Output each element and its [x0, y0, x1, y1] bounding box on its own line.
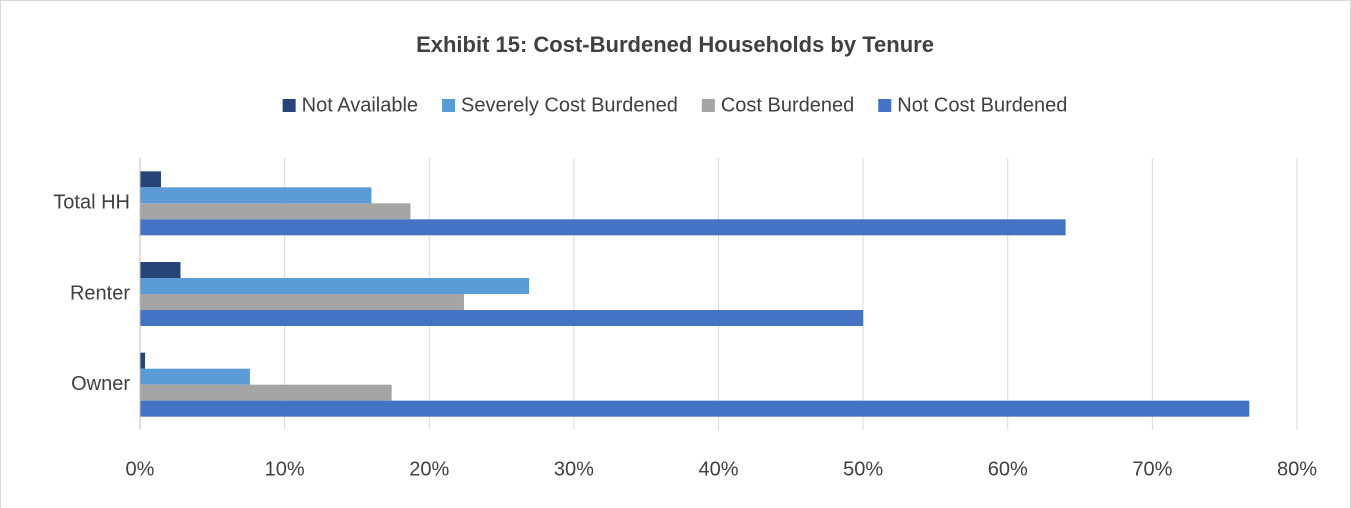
- bar: [140, 219, 1066, 236]
- legend-label: Cost Burdened: [721, 94, 854, 116]
- y-tick-label: Owner: [71, 373, 130, 395]
- x-tick-label: 60%: [988, 458, 1028, 480]
- bar: [140, 310, 864, 326]
- x-tick-label: 70%: [1132, 458, 1172, 480]
- y-tick-label: Renter: [70, 282, 130, 304]
- legend-swatch: [701, 99, 715, 112]
- bar: [140, 368, 250, 385]
- bar: [140, 384, 392, 401]
- x-tick-label: 40%: [698, 458, 738, 480]
- legend-swatch: [878, 99, 892, 112]
- bar: [140, 171, 161, 188]
- x-tick-label: 0%: [126, 458, 155, 480]
- x-tick-label: 80%: [1277, 458, 1317, 480]
- x-tick-label: 50%: [843, 458, 883, 480]
- y-tick-label: Total HH: [53, 192, 130, 214]
- bar: [140, 278, 530, 294]
- legend-label: Not Cost Burdened: [897, 94, 1067, 116]
- legend-label: Severely Cost Burdened: [461, 94, 678, 116]
- bar: [140, 203, 411, 220]
- x-tick-label: 10%: [265, 458, 305, 480]
- x-tick-label: 30%: [554, 458, 594, 480]
- legend-label: Not Available: [302, 94, 418, 116]
- legend-swatch: [442, 99, 456, 112]
- bar: [140, 400, 1250, 417]
- x-tick-label: 20%: [409, 458, 449, 480]
- bar: [140, 352, 146, 369]
- bar: [140, 187, 372, 204]
- legend-swatch: [282, 99, 296, 112]
- bar: [140, 294, 464, 310]
- bar: [140, 262, 181, 278]
- chart-title: Exhibit 15: Cost-Burdened Households by …: [416, 32, 934, 57]
